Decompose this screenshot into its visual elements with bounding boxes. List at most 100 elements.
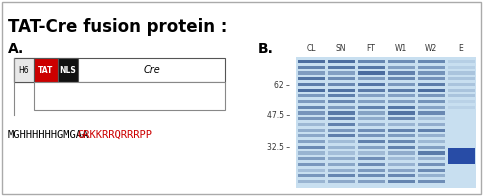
Bar [298,140,325,143]
Bar [417,146,444,149]
Bar [298,134,325,137]
Bar [327,60,355,63]
Bar [448,60,474,63]
Bar [357,123,384,126]
Bar [387,60,414,63]
Text: 62 –: 62 – [274,81,290,90]
Text: NLS: NLS [59,65,76,74]
Bar [327,163,355,166]
Text: W1: W1 [395,44,407,53]
Bar [417,117,444,120]
Bar [417,134,444,137]
Bar [298,163,325,166]
Bar [448,148,474,164]
Text: TAT: TAT [38,65,54,74]
Bar [14,58,225,82]
Bar [357,180,384,183]
Bar [417,83,444,86]
Bar [34,58,58,82]
Bar [448,83,474,86]
Bar [298,77,325,80]
Bar [296,57,476,188]
Bar [387,157,414,160]
Bar [327,66,355,69]
Bar [387,163,414,166]
Bar [387,94,414,97]
Bar [327,152,355,155]
Bar [387,169,414,172]
Text: W2: W2 [425,44,437,53]
Bar [298,146,325,149]
Bar [387,140,414,143]
Bar [387,174,414,178]
Bar [327,174,355,178]
Bar [417,180,444,183]
Bar [327,89,355,92]
Bar [357,71,384,75]
Bar [357,117,384,120]
Bar [387,77,414,80]
Bar [417,100,444,103]
Bar [357,152,384,155]
Bar [417,169,444,172]
Text: 32.5 –: 32.5 – [267,143,290,152]
Bar [298,112,325,115]
Text: A.: A. [8,42,24,56]
Bar [387,117,414,120]
Bar [327,157,355,160]
Bar [417,174,444,178]
Bar [327,83,355,86]
Bar [357,129,384,132]
Bar [448,77,474,80]
Bar [327,117,355,120]
Bar [448,89,474,92]
Bar [327,123,355,126]
Bar [417,163,444,166]
Text: H6: H6 [19,65,29,74]
Bar [327,100,355,103]
Bar [448,100,474,103]
Bar [417,71,444,75]
Bar [387,100,414,103]
Bar [298,152,325,155]
Bar [327,77,355,80]
Bar [387,83,414,86]
Bar [417,106,444,109]
Text: GRKKRRQRRRPP: GRKKRRQRRRPP [78,130,153,140]
Bar [448,71,474,75]
Bar [327,140,355,143]
Bar [298,117,325,120]
Bar [298,94,325,97]
Bar [298,100,325,103]
Bar [448,94,474,97]
Bar [417,112,444,115]
Bar [327,71,355,75]
Bar [387,71,414,75]
Bar [387,134,414,137]
Text: MGHHHHHHGMGAA: MGHHHHHHGMGAA [8,130,89,140]
Text: CL: CL [306,44,316,53]
Bar [357,163,384,166]
Bar [448,66,474,69]
Text: 47.5 –: 47.5 – [267,111,290,120]
Bar [327,134,355,137]
Bar [357,174,384,178]
Bar [357,89,384,92]
Text: SN: SN [336,44,346,53]
Bar [417,123,444,126]
Bar [387,106,414,109]
Text: B.: B. [258,42,274,56]
Text: E: E [459,44,463,53]
Text: Cre: Cre [143,65,160,75]
Bar [327,129,355,132]
Bar [357,134,384,137]
Bar [357,60,384,63]
Bar [357,146,384,149]
Bar [298,157,325,160]
Bar [417,140,444,143]
Bar [417,152,444,155]
Text: TAT-Cre fusion protein :: TAT-Cre fusion protein : [8,18,227,36]
Bar [298,129,325,132]
Bar [357,112,384,115]
Bar [298,180,325,183]
